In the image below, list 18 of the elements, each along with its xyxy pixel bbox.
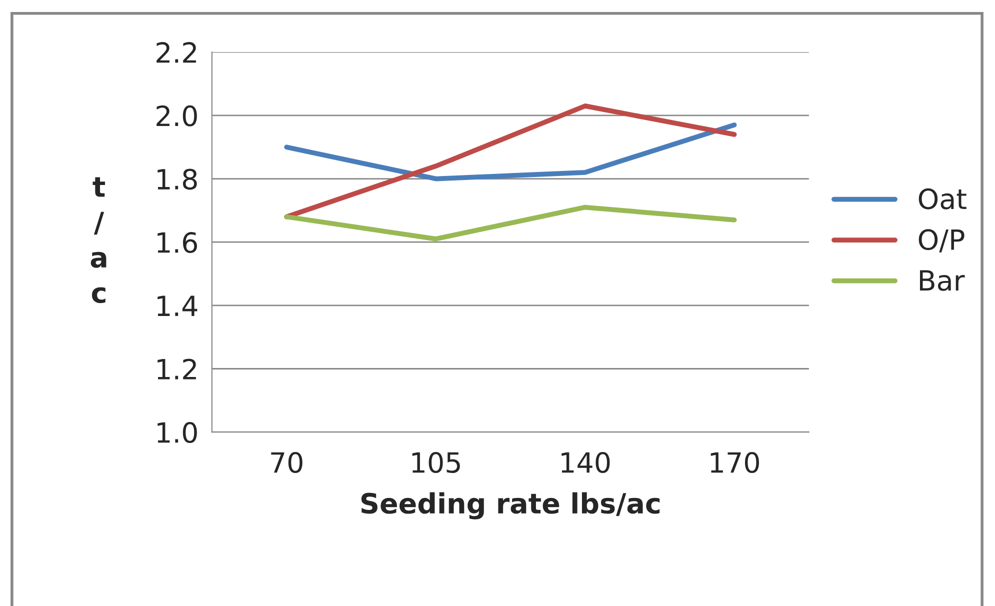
- y-tick-label: 2.2: [156, 42, 196, 63]
- line-series: [284, 204, 737, 242]
- y-tick-label: 1.4: [158, 296, 198, 316]
- x-tick-label: 105: [412, 452, 460, 474]
- y-tick-label: 2.0: [156, 105, 197, 126]
- y-axis-title: t / a c: [90, 177, 106, 304]
- legend-label: O/P: [918, 229, 964, 252]
- legend-label: Oat: [918, 188, 966, 210]
- y-tick-label: 1.8: [158, 168, 197, 190]
- y-tick-label: 1.0: [158, 422, 197, 444]
- y-tick-label: 1.2: [158, 358, 196, 380]
- x-tick-label: 70: [271, 452, 302, 474]
- line-series: [284, 122, 737, 182]
- y-tick-label: 1.6: [158, 232, 197, 254]
- x-tick-label: 140: [562, 452, 610, 474]
- x-axis-title: Seeding rate lbs/ac: [361, 492, 660, 520]
- x-tick-label: 170: [710, 452, 759, 474]
- legend-label: Bar: [920, 270, 965, 291]
